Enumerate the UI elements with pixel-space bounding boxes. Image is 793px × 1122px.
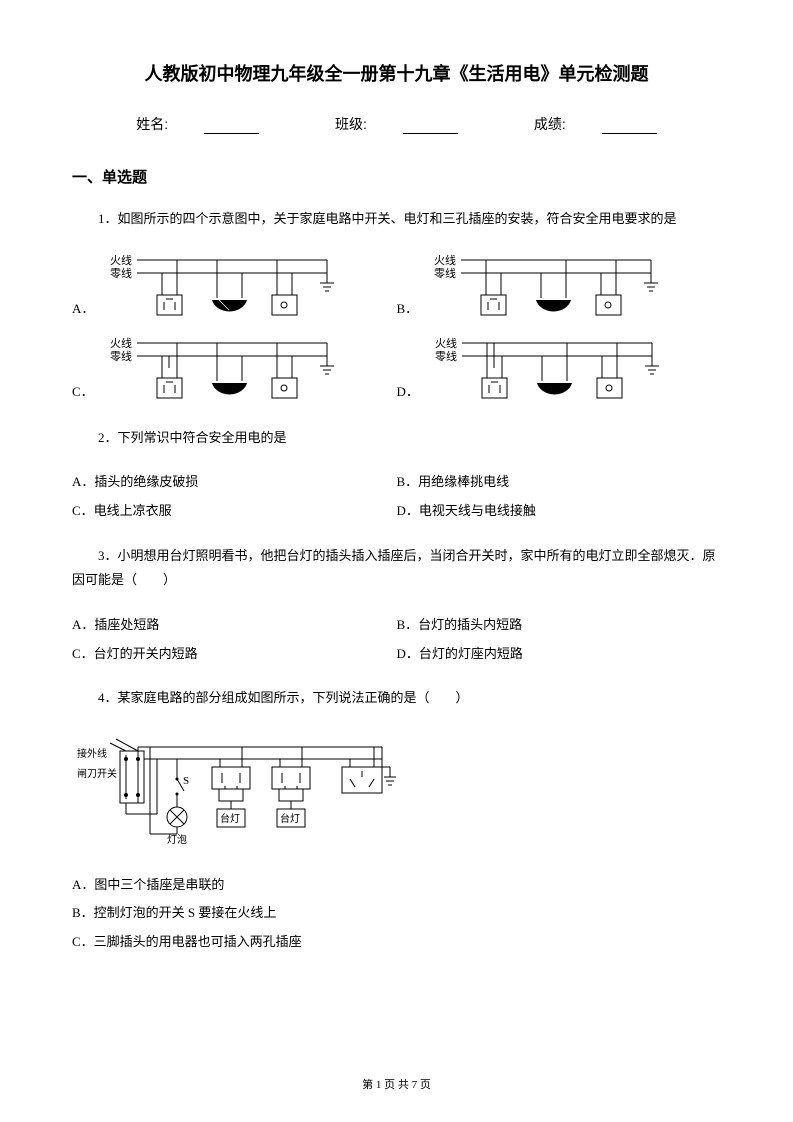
q1-option-c-label: C．	[72, 381, 94, 408]
svg-text:台灯: 台灯	[280, 812, 300, 825]
question-3-text: 3．小明想用台灯照明看书，他把台灯的插头插入插座后，当闭合开关时，家中所有的电灯…	[72, 544, 721, 593]
svg-text:台灯: 台灯	[220, 812, 240, 825]
section-title: 一、单选题	[72, 166, 721, 187]
svg-text:火线: 火线	[110, 253, 132, 267]
question-2-options: A．插头的绝缘皮破损 B．用绝缘棒挑电线 C．电线上凉衣服 D．电视天线与电线接…	[72, 468, 721, 525]
score-field: 成绩:	[516, 116, 675, 132]
circuit-diagram-a: 火线 零线	[102, 250, 342, 325]
svg-text:接外线: 接外线	[77, 747, 107, 760]
q2-opt-c: C．电线上凉衣服	[72, 497, 397, 526]
q4-opt-b: B．控制灯泡的开关 S 要接在火线上	[72, 899, 721, 928]
svg-text:闸刀开关: 闸刀开关	[77, 767, 117, 780]
svg-text:S: S	[183, 775, 189, 787]
page-title: 人教版初中物理九年级全一册第十九章《生活用电》单元检测题	[72, 60, 721, 86]
question-4-text: 4．某家庭电路的部分组成如图所示，下列说法正确的是（ ）	[72, 686, 721, 711]
q1-option-a-label: A．	[72, 298, 94, 325]
q1-option-d-label: D．	[397, 381, 419, 408]
svg-text:零线: 零线	[434, 266, 456, 280]
svg-text:火线: 火线	[434, 253, 456, 267]
svg-text:零线: 零线	[110, 266, 132, 280]
circuit-diagram-c: 火线 零线	[102, 333, 342, 408]
question-1-text: 1．如图所示的四个示意图中，关于家庭电路中开关、电灯和三孔插座的安装，符合安全用…	[72, 207, 721, 232]
svg-text:零线: 零线	[110, 349, 132, 363]
q1-diagram-row-2: C． 火线 零线 D． 火线	[72, 333, 721, 408]
circuit-diagram-b: 火线 零线	[426, 250, 666, 325]
circuit-diagram-d: 火线 零线	[427, 333, 667, 408]
q1-diagram-row-1: A． 火线 零线	[72, 250, 721, 325]
student-info-line: 姓名: 班级: 成绩:	[72, 114, 721, 134]
q3-opt-a: A．插座处短路	[72, 611, 397, 640]
svg-text:零线: 零线	[435, 349, 457, 363]
q3-opt-c: C．台灯的开关内短路	[72, 640, 397, 669]
q2-opt-b: B．用绝缘棒挑电线	[397, 468, 722, 497]
q4-circuit-diagram: 接外线 闸刀开关 S 灯泡	[72, 729, 721, 853]
question-4-options: A．图中三个插座是串联的 B．控制灯泡的开关 S 要接在火线上 C．三脚插头的用…	[72, 871, 721, 957]
question-3-options: A．插座处短路 B．台灯的插头内短路 C．台灯的开关内短路 D．台灯的灯座内短路	[72, 611, 721, 668]
q3-opt-b: B．台灯的插头内短路	[397, 611, 722, 640]
q2-opt-d: D．电视天线与电线接触	[397, 497, 722, 526]
q1-option-b-label: B．	[397, 298, 419, 325]
class-field: 班级:	[317, 116, 476, 132]
svg-text:火线: 火线	[435, 336, 457, 350]
q2-opt-a: A．插头的绝缘皮破损	[72, 468, 397, 497]
svg-text:灯泡: 灯泡	[167, 833, 187, 846]
name-field: 姓名:	[118, 116, 277, 132]
question-2-text: 2．下列常识中符合安全用电的是	[72, 426, 721, 451]
page-footer: 第 1 页 共 7 页	[0, 1076, 793, 1092]
q4-opt-c: C．三脚插头的用电器也可插入两孔插座	[72, 928, 721, 957]
q4-opt-a: A．图中三个插座是串联的	[72, 871, 721, 900]
q3-opt-d: D．台灯的灯座内短路	[397, 640, 722, 669]
svg-text:火线: 火线	[110, 336, 132, 350]
